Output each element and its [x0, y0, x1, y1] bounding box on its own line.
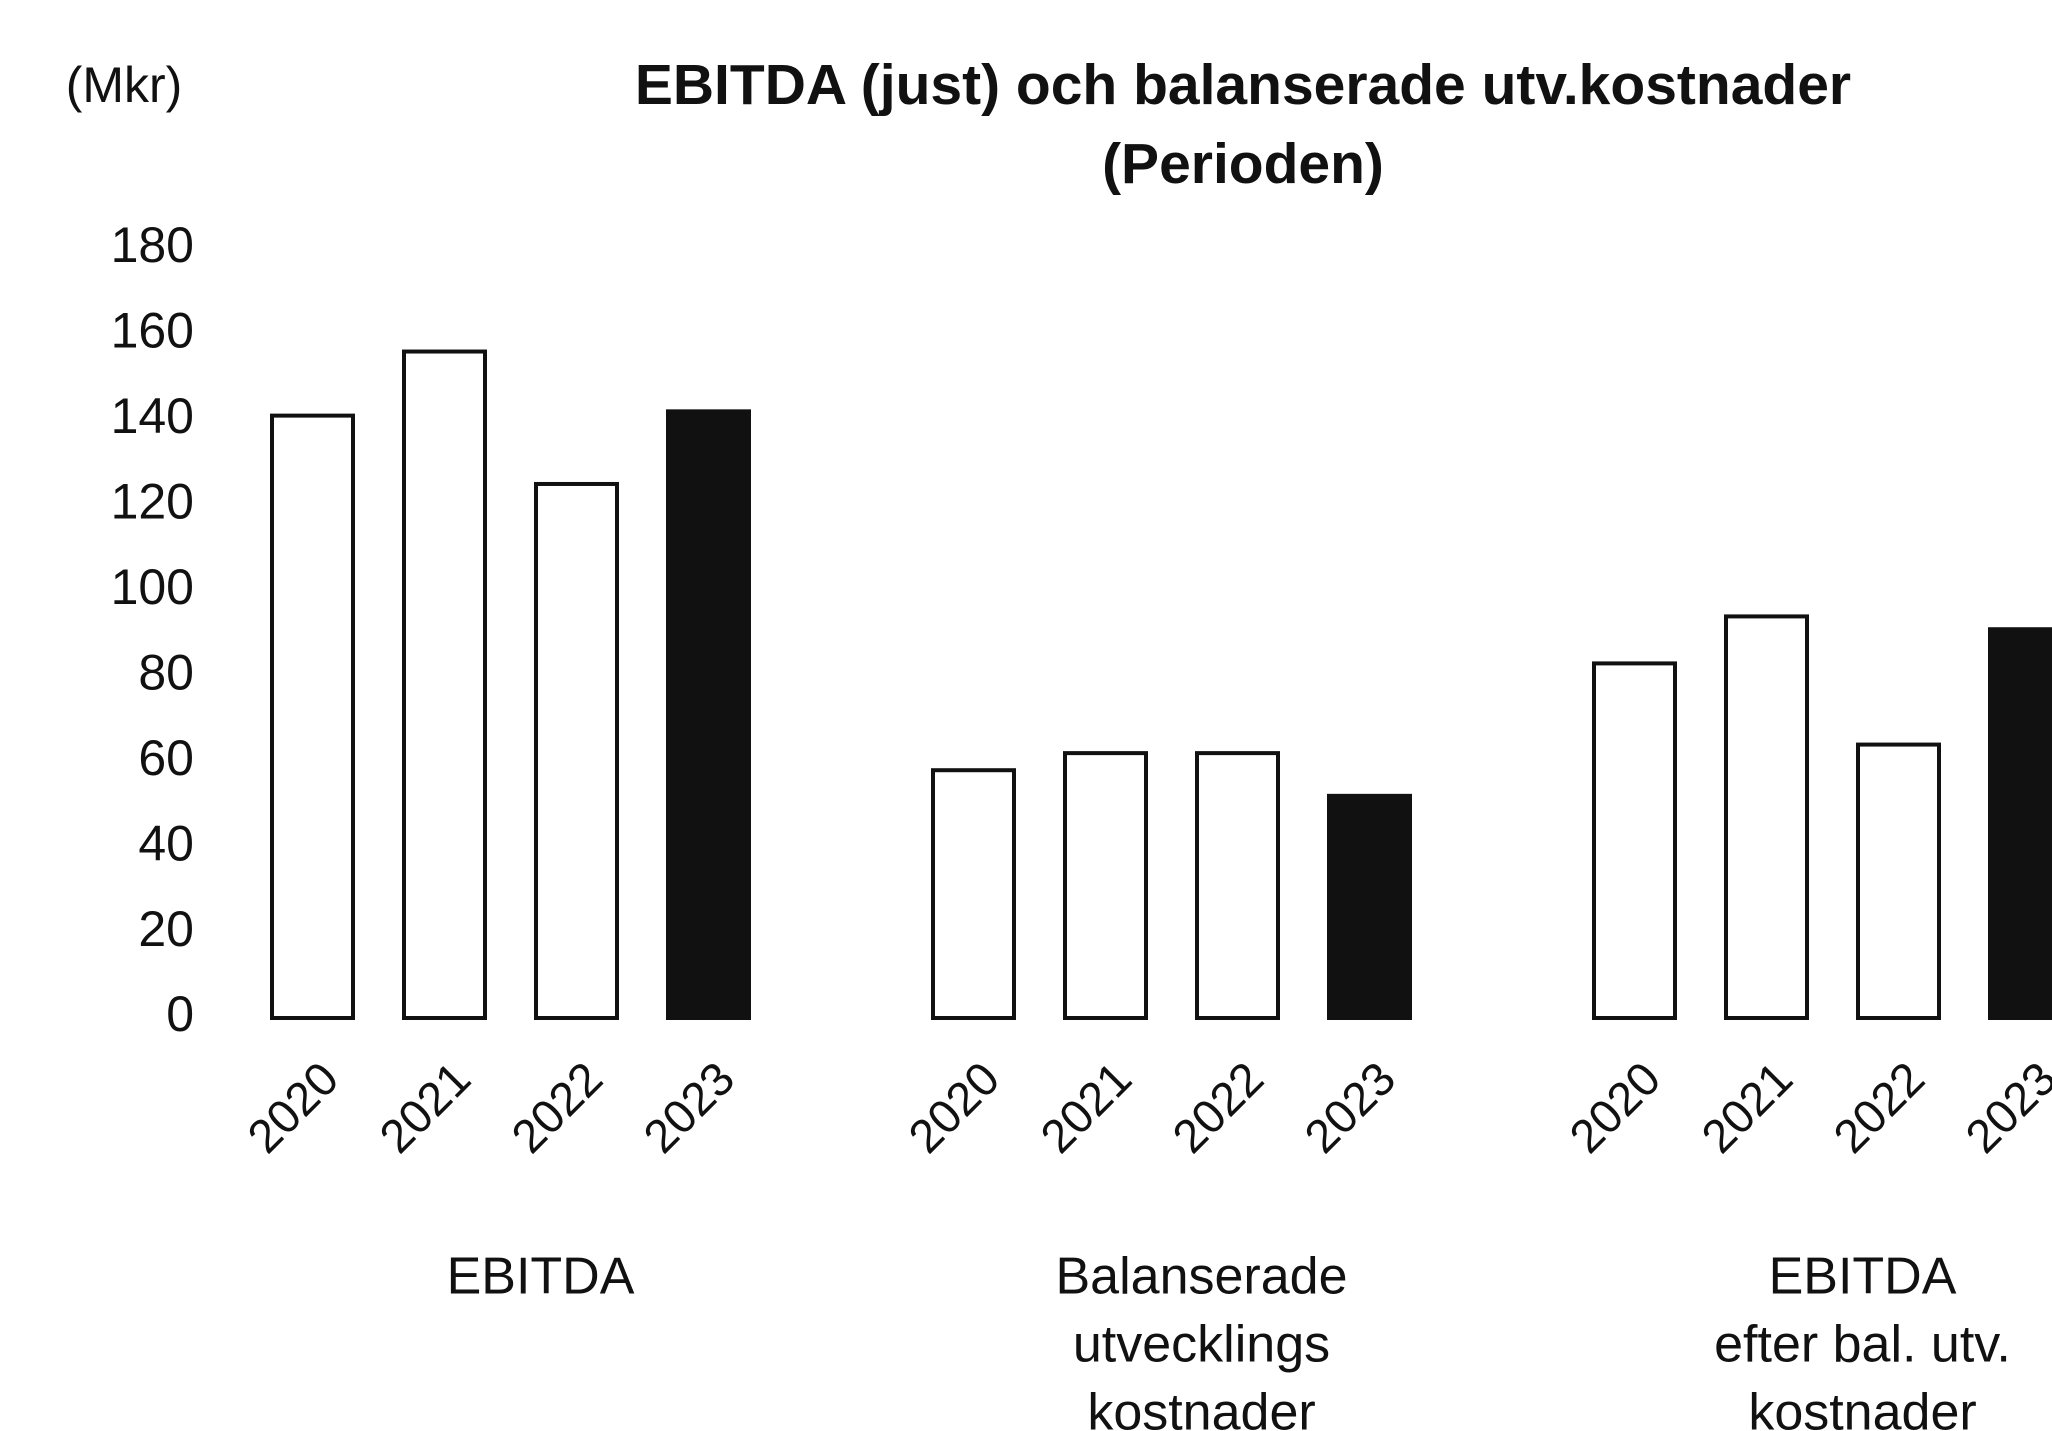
bar [1592, 661, 1677, 1021]
bar [931, 768, 1016, 1021]
x-tick-label: 2021 [1691, 1051, 1802, 1162]
y-axis-label: (Mkr) [66, 57, 183, 113]
category-label: Balanserade [1056, 1248, 1348, 1306]
y-tick-label: 40 [138, 815, 194, 871]
category-label: utvecklings [1073, 1316, 1330, 1374]
x-tick-label: 2020 [898, 1051, 1009, 1162]
bar [666, 409, 751, 1021]
bar [402, 349, 487, 1020]
y-tick-label: 160 [111, 303, 194, 359]
chart-title: EBITDA (just) och balanserade utv.kostna… [635, 53, 1851, 117]
y-tick-label: 120 [111, 474, 194, 530]
bar [1063, 751, 1148, 1020]
bar [1856, 742, 1941, 1020]
y-tick-label: 100 [111, 559, 194, 615]
y-tick-label: 60 [138, 730, 194, 786]
category-label: EBITDA [447, 1248, 635, 1306]
x-tick-label: 2021 [369, 1051, 480, 1162]
category-label: efter bal. utv. [1714, 1316, 2011, 1374]
bar [270, 413, 355, 1021]
x-tick-label: 2022 [501, 1051, 612, 1162]
category-label: kostnader [1087, 1384, 1315, 1431]
y-tick-label: 20 [138, 901, 194, 957]
x-tick-label: 2020 [237, 1051, 348, 1162]
x-tick-label: 2023 [1955, 1051, 2052, 1162]
category-label: kostnader [1748, 1384, 1976, 1431]
y-tick-label: 0 [166, 986, 194, 1042]
x-tick-label: 2022 [1823, 1051, 1934, 1162]
y-tick-label: 180 [111, 217, 194, 273]
category-label: EBITDA [1769, 1248, 1957, 1306]
y-tick-label: 80 [138, 644, 194, 700]
x-tick-label: 2022 [1162, 1051, 1273, 1162]
x-tick-label: 2020 [1559, 1051, 1670, 1162]
bar [1195, 751, 1280, 1020]
bar [1327, 793, 1412, 1020]
chart-title: (Perioden) [1102, 132, 1384, 196]
y-tick-label: 140 [111, 388, 194, 444]
x-tick-label: 2021 [1030, 1051, 1141, 1162]
bar [534, 481, 619, 1020]
x-tick-label: 2023 [633, 1051, 744, 1162]
x-tick-label: 2023 [1294, 1051, 1405, 1162]
bar [1988, 627, 2052, 1020]
bar [1724, 614, 1809, 1021]
